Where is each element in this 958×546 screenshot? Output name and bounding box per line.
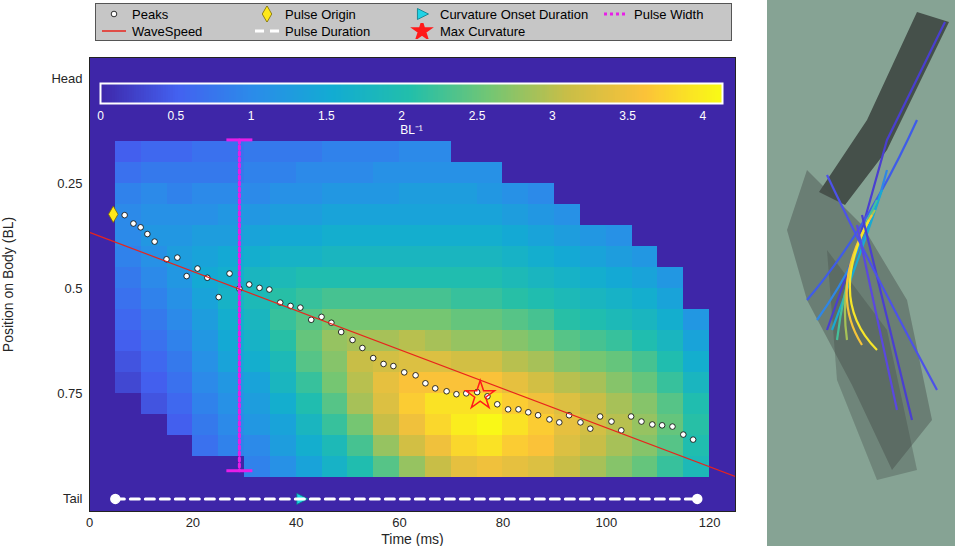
svg-text:1.5: 1.5 <box>318 109 335 123</box>
svg-text:0.5: 0.5 <box>167 109 184 123</box>
svg-text:2: 2 <box>398 109 405 123</box>
svg-text:60: 60 <box>392 515 406 530</box>
svg-text:4: 4 <box>700 109 707 123</box>
svg-text:2.5: 2.5 <box>469 109 486 123</box>
html-text:Pulse Origin: Pulse Origin <box>285 6 356 22</box>
svg-text:Position on Body (BL): Position on Body (BL) <box>0 217 16 352</box>
html-text:Pulse Width: Pulse Width <box>634 6 704 22</box>
html-text:Pulse Duration: Pulse Duration <box>285 23 371 39</box>
svg-text:3.5: 3.5 <box>619 109 636 123</box>
html-text:Peaks: Peaks <box>132 6 169 22</box>
svg-text:Head: Head <box>51 71 82 86</box>
svg-text:20: 20 <box>186 515 200 530</box>
svg-text:BL⁻¹: BL⁻¹ <box>400 123 423 137</box>
svg-text:80: 80 <box>496 515 510 530</box>
svg-text:120: 120 <box>699 515 721 530</box>
svg-text:0.25: 0.25 <box>57 176 82 191</box>
svg-text:40: 40 <box>289 515 303 530</box>
svg-text:3: 3 <box>549 109 556 123</box>
svg-text:Tail: Tail <box>63 491 83 506</box>
html-text:Curvature Onset Duration: Curvature Onset Duration <box>440 6 589 22</box>
svg-text:0: 0 <box>97 109 104 123</box>
svg-text:100: 100 <box>595 515 617 530</box>
svg-text:0.75: 0.75 <box>57 386 82 401</box>
svg-text:1: 1 <box>248 109 255 123</box>
svg-text:0: 0 <box>86 515 93 530</box>
html-text:WaveSpeed: WaveSpeed <box>132 23 203 39</box>
svg-text:Time (ms): Time (ms) <box>381 531 443 546</box>
svg-text:0.5: 0.5 <box>64 281 82 296</box>
html-text:Max Curvature: Max Curvature <box>440 23 526 39</box>
